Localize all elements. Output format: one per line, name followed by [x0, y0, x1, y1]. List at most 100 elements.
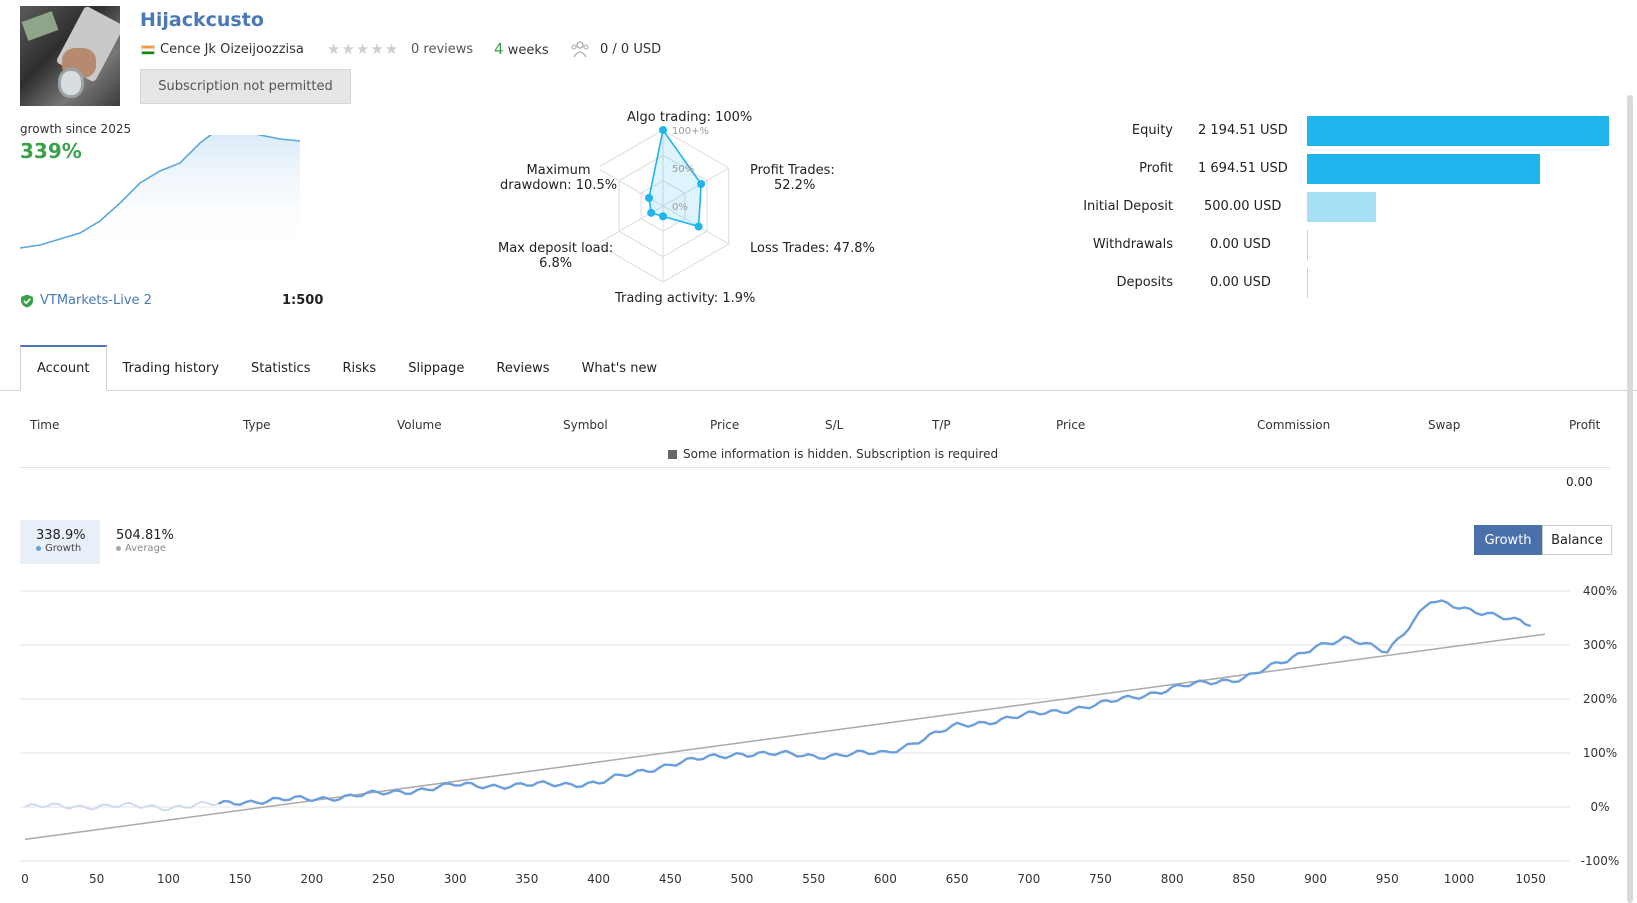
legend-growth-value: 338.9% — [36, 528, 86, 543]
radar-label-drawdown: Maximum drawdown: 10.5% — [500, 163, 618, 193]
money-value: 2 194.51 USD — [1198, 123, 1288, 138]
y-tick-label: 100% — [1583, 746, 1617, 760]
watch-image-part — [58, 68, 84, 98]
col-close-price: Price — [1056, 418, 1086, 432]
money-bar — [1307, 268, 1308, 298]
growth-toggle-button[interactable]: Growth — [1474, 525, 1542, 555]
weeks-label: weeks — [507, 43, 549, 58]
x-tick-label: 1050 — [1515, 872, 1546, 886]
average-dot-icon — [116, 546, 121, 551]
x-tick-label: 250 — [372, 872, 395, 886]
author-name[interactable]: Cence Jk Oizeijoozzisa — [160, 42, 304, 57]
growth-series-line — [218, 599, 1532, 806]
tab-risks[interactable]: Risks — [342, 360, 377, 376]
reviews-count[interactable]: 0 reviews — [411, 42, 474, 57]
col-profit: Profit — [1569, 418, 1601, 432]
radar-label-loss: Loss Trades: 47.8% — [750, 241, 875, 256]
x-axis-ticks: 0 50 100 150 200 250 300 350 400 450 500 550 600 650 7… — [21, 872, 1546, 886]
tabs-divider — [0, 390, 1637, 391]
money-label: Deposits — [1116, 275, 1173, 290]
x-tick-label: 900 — [1304, 872, 1327, 886]
money-bar — [1307, 192, 1376, 222]
col-swap: Swap — [1428, 418, 1461, 432]
page-scrollbar[interactable] — [1627, 95, 1633, 903]
radar-points — [645, 126, 706, 231]
tab-whats-new[interactable]: What's new — [581, 360, 658, 376]
lock-icon — [668, 449, 677, 459]
radar-point — [645, 193, 654, 202]
x-tick-label: 50 — [89, 872, 104, 886]
x-tick-label: 0 — [21, 872, 29, 886]
tab-trading-history[interactable]: Trading history — [122, 360, 220, 376]
subscription-button[interactable]: Subscription not permitted — [140, 69, 351, 104]
x-tick-label: 650 — [946, 872, 969, 886]
radar-point — [697, 179, 706, 188]
weeks-age: 4 weeks — [494, 40, 549, 58]
avatar — [20, 6, 120, 106]
radar-label-algo: Algo trading: 100% — [627, 110, 753, 125]
chart-grid — [20, 590, 1570, 862]
weeks-number: 4 — [494, 40, 504, 58]
money-value: 0.00 USD — [1210, 237, 1271, 252]
money-label: Equity — [1131, 123, 1173, 138]
money-value: 1 694.51 USD — [1198, 161, 1288, 176]
y-tick-label: 400% — [1583, 584, 1617, 598]
growth-since-value: 339% — [20, 139, 82, 163]
radar-spoke — [662, 167, 730, 207]
x-tick-label: 500 — [731, 872, 754, 886]
radar-point — [659, 126, 667, 134]
signal-title[interactable]: Hijackcusto — [140, 9, 264, 31]
radar-label-profit: Profit Trades: 52.2% — [750, 163, 835, 193]
x-tick-label: 600 — [874, 872, 897, 886]
y-tick-label: 300% — [1583, 638, 1617, 652]
mini-growth-line — [20, 135, 301, 249]
subscribers-funds: 0 / 0 USD — [600, 42, 662, 57]
tab-slippage[interactable]: Slippage — [408, 360, 465, 376]
mini-growth-area — [20, 135, 300, 253]
col-tp: T/P — [932, 418, 951, 432]
col-commission: Commission — [1257, 418, 1331, 432]
balance-toggle-button[interactable]: Balance — [1542, 525, 1612, 555]
india-flag-icon — [141, 45, 155, 55]
leverage-value: 1:500 — [282, 293, 324, 308]
x-tick-label: 800 — [1161, 872, 1184, 886]
legend-growth[interactable]: 338.9% Growth — [20, 520, 100, 564]
x-tick-label: 850 — [1232, 872, 1255, 886]
col-time: Time — [30, 418, 60, 432]
x-tick-label: 450 — [659, 872, 682, 886]
money-value: 0.00 USD — [1210, 275, 1271, 290]
x-tick-label: 150 — [229, 872, 252, 886]
y-axis-ticks: 400% 300% 200% 100% 0% -100% — [1581, 584, 1620, 868]
growth-dot-icon — [36, 546, 41, 551]
radar-scale-0: 0% — [672, 202, 688, 213]
col-volume: Volume — [397, 418, 442, 432]
x-tick-label: 100 — [157, 872, 180, 886]
hidden-info-note: Some information is hidden. Subscription… — [668, 447, 998, 461]
average-series-line — [24, 633, 1546, 841]
total-profit: 0.00 — [1566, 475, 1593, 489]
col-sl: S/L — [825, 418, 844, 432]
y-tick-label: 0% — [1590, 800, 1609, 814]
money-label: Initial Deposit — [1083, 199, 1173, 214]
col-symbol: Symbol — [563, 418, 608, 432]
money-value: 500.00 USD — [1204, 199, 1282, 214]
x-tick-label: 550 — [802, 872, 825, 886]
legend-average[interactable]: 504.81% Average — [116, 528, 174, 554]
x-tick-label: 1000 — [1444, 872, 1475, 886]
radar-point — [659, 212, 667, 221]
table-divider — [20, 467, 1610, 468]
radar-scale-50: 50% — [672, 164, 694, 175]
legend-average-value: 504.81% — [116, 528, 174, 543]
tab-statistics[interactable]: Statistics — [251, 360, 311, 376]
growth-chart: 0 50 100 150 200 250 300 350 400 450 500 550 600 650 7… — [20, 584, 1620, 886]
growth-series-pre-line — [24, 800, 219, 812]
x-tick-label: 200 — [300, 872, 323, 886]
radar-chart: 100+% 50% 0% — [600, 126, 730, 283]
tab-account[interactable]: Account — [20, 345, 107, 391]
radar-label-load: Max deposit load: 6.8% — [498, 241, 614, 271]
money-label: Profit — [1139, 161, 1173, 176]
verified-shield-icon — [21, 294, 33, 307]
tab-reviews[interactable]: Reviews — [496, 360, 550, 376]
rating-stars-icon: ★★★★★ — [327, 40, 400, 58]
broker-link[interactable]: VTMarkets-Live 2 — [20, 293, 152, 308]
